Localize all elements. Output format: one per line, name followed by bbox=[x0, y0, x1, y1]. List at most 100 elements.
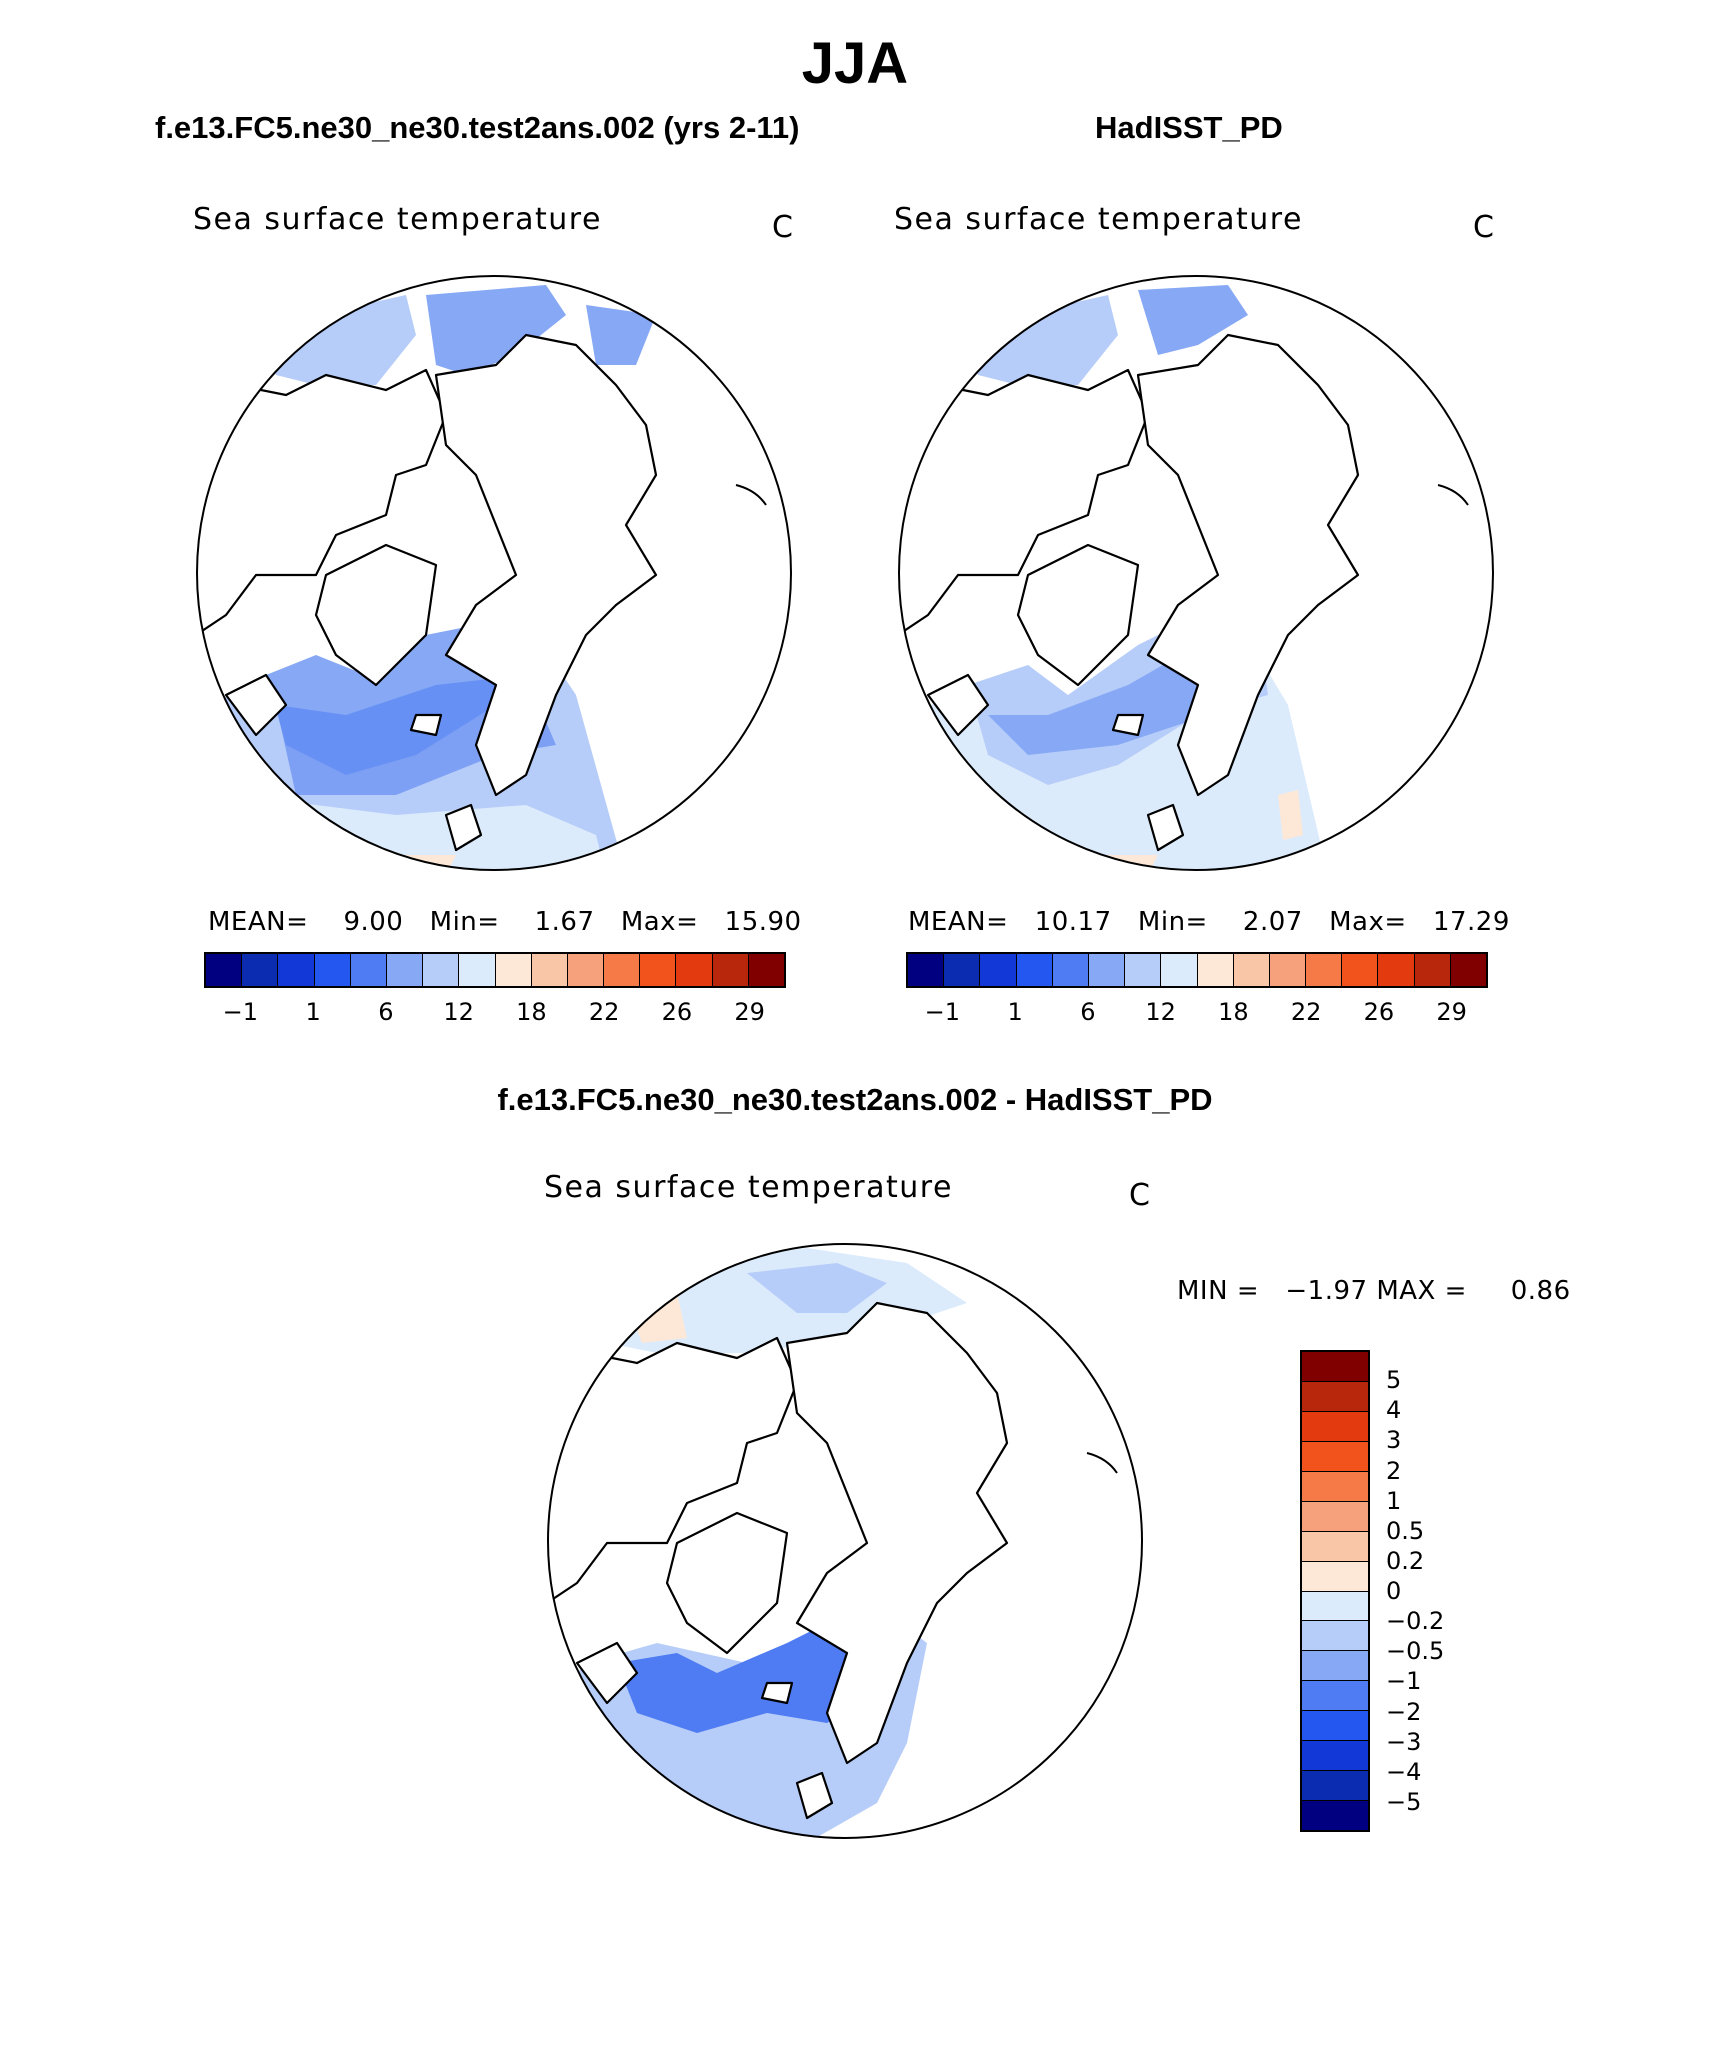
colorbar-tick-label: 18 bbox=[516, 998, 547, 1026]
colorbar-swatch bbox=[1306, 954, 1343, 986]
colorbar-tick-label: 6 bbox=[378, 998, 394, 1026]
colorbar-tick-label: −2 bbox=[1386, 1697, 1422, 1726]
colorbar-swatch bbox=[1302, 1741, 1368, 1772]
land-north-america bbox=[899, 363, 1150, 637]
colorbar-swatch bbox=[1269, 954, 1307, 986]
colorbar-tick-label: 6 bbox=[1080, 998, 1096, 1026]
colorbar-swatch bbox=[1016, 954, 1053, 986]
colorbar-swatch bbox=[1302, 1711, 1368, 1742]
panel-2-units: C bbox=[1473, 210, 1494, 245]
land-greenland bbox=[665, 1511, 789, 1655]
colorbar-tick-label: 26 bbox=[661, 998, 693, 1026]
map-boundary bbox=[196, 275, 792, 871]
colorbar-swatch bbox=[1197, 954, 1234, 986]
colorbar-tick-label: −5 bbox=[1386, 1787, 1422, 1816]
colorbar-swatch bbox=[604, 954, 641, 986]
coastline-fragment bbox=[1437, 484, 1469, 506]
colorbar-swatch bbox=[944, 954, 981, 986]
colorbar-tick-label: 1 bbox=[305, 998, 321, 1026]
colorbar-tick-label: 18 bbox=[1218, 998, 1249, 1026]
colorbar-swatch bbox=[1302, 1441, 1368, 1472]
panel-2-variable-label: Sea surface temperature bbox=[894, 202, 1303, 237]
coastline-fragment bbox=[735, 484, 767, 506]
colorbar-swatch bbox=[386, 954, 424, 986]
colorbar-swatch bbox=[1302, 1651, 1368, 1682]
sst-region-labrador bbox=[276, 675, 556, 795]
page-title: JJA bbox=[801, 31, 909, 96]
colorbar-tick-label: 29 bbox=[734, 998, 765, 1026]
colorbar-swatch bbox=[1125, 954, 1162, 986]
colorbar-tick-label: 0.5 bbox=[1386, 1516, 1425, 1545]
colorbar-swatch bbox=[495, 954, 532, 986]
colorbar-tick-label: 2 bbox=[1386, 1456, 1402, 1485]
panel-1-colorbar bbox=[204, 952, 786, 988]
colorbar-swatch bbox=[1342, 954, 1379, 986]
sst-region-north-pacific bbox=[958, 295, 1118, 385]
panel-2-polar-map bbox=[898, 275, 1494, 871]
panel-1-title: f.e13.FC5.ne30_ne30.test2ans.002 (yrs 2-… bbox=[155, 110, 800, 145]
colorbar-tick-label: 0.2 bbox=[1386, 1546, 1425, 1575]
colorbar-swatch bbox=[640, 954, 677, 986]
colorbar-swatch bbox=[459, 954, 496, 986]
colorbar-tick-label: 12 bbox=[1145, 998, 1176, 1026]
diff-panel-colorbar-ticks: 5 4 3 2 1 0.5 0.2 0 −0.2 −0.5 −1 −2 −3 −4 −5 bbox=[1386, 1350, 1506, 1832]
colorbar-swatch bbox=[712, 954, 749, 986]
colorbar-swatch bbox=[1052, 954, 1089, 986]
colorbar-swatch bbox=[206, 954, 243, 986]
colorbar-swatch bbox=[1161, 954, 1198, 986]
panel-2-colorbar-ticks: −1 1 6 12 18 22 26 29 bbox=[906, 998, 1488, 1028]
colorbar-swatch bbox=[314, 954, 351, 986]
colorbar-swatch bbox=[1302, 1531, 1368, 1562]
sst-region-bering bbox=[426, 285, 566, 375]
colorbar-swatch bbox=[1450, 954, 1486, 986]
land-labrador bbox=[575, 1641, 639, 1705]
colorbar-swatch bbox=[423, 954, 460, 986]
colorbar-swatch bbox=[1302, 1771, 1368, 1802]
colorbar-swatch bbox=[980, 954, 1017, 986]
colorbar-tick-label: −3 bbox=[1386, 1727, 1422, 1756]
colorbar-swatch bbox=[908, 954, 945, 986]
panel-2-colorbar bbox=[906, 952, 1488, 988]
colorbar-swatch bbox=[1302, 1621, 1368, 1652]
sst-region-baltic bbox=[1278, 790, 1303, 840]
land-british-isles bbox=[795, 1771, 834, 1820]
colorbar-swatch bbox=[1302, 1411, 1368, 1442]
colorbar-tick-label: −0.2 bbox=[1386, 1607, 1445, 1636]
land-british-isles bbox=[444, 803, 483, 852]
land-labrador bbox=[224, 673, 288, 737]
land-british-isles bbox=[1146, 803, 1185, 852]
land-labrador bbox=[926, 673, 990, 737]
colorbar-tick-label: 0 bbox=[1386, 1577, 1402, 1605]
land-eurasia bbox=[1136, 333, 1360, 797]
land-north-america bbox=[548, 1331, 799, 1605]
colorbar-swatch bbox=[1302, 1591, 1368, 1622]
panel-1-variable-label: Sea surface temperature bbox=[193, 202, 602, 237]
colorbar-swatch bbox=[531, 954, 568, 986]
colorbar-tick-label: 5 bbox=[1386, 1366, 1402, 1395]
diff-panel-colorbar bbox=[1300, 1350, 1370, 1832]
map-boundary bbox=[547, 1243, 1143, 1839]
land-greenland bbox=[314, 543, 438, 687]
colorbar-tick-label: 22 bbox=[1290, 998, 1322, 1026]
colorbar-swatch bbox=[1302, 1801, 1368, 1830]
sst-region-bering bbox=[1138, 285, 1248, 355]
land-eurasia bbox=[785, 1301, 1009, 1765]
diff-panel-units: C bbox=[1129, 1178, 1150, 1213]
land-eurasia bbox=[434, 333, 658, 797]
sst-region-north-pacific bbox=[256, 295, 416, 385]
colorbar-swatch bbox=[567, 954, 605, 986]
colorbar-swatch bbox=[1302, 1471, 1368, 1502]
colorbar-swatch bbox=[242, 954, 279, 986]
diff-panel-variable-label: Sea surface temperature bbox=[544, 1170, 953, 1205]
colorbar-tick-label: −4 bbox=[1386, 1757, 1422, 1786]
colorbar-swatch bbox=[1233, 954, 1270, 986]
colorbar-swatch bbox=[1414, 954, 1451, 986]
colorbar-tick-label: 3 bbox=[1386, 1426, 1402, 1455]
colorbar-swatch bbox=[1302, 1561, 1368, 1592]
colorbar-tick-label: −1 bbox=[924, 998, 961, 1026]
colorbar-tick-label: 26 bbox=[1363, 998, 1395, 1026]
land-iceland bbox=[760, 1681, 794, 1705]
diff-panel-polar-map bbox=[547, 1243, 1143, 1839]
colorbar-swatch bbox=[676, 954, 713, 986]
sst-region-okhotsk bbox=[586, 305, 656, 365]
